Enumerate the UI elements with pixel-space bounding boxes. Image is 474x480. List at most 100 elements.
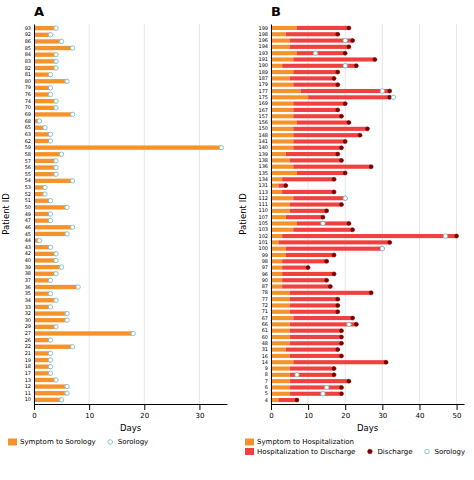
point-series — [295, 38, 448, 396]
y-tick: 85 — [25, 45, 34, 51]
point — [65, 205, 69, 209]
plot-area: 0102030939286858483828180797674706968656… — [25, 24, 228, 420]
y-tick-label: 190 — [258, 62, 268, 68]
y-axis-label: Patient ID — [1, 193, 11, 235]
y-tick-label: 138 — [258, 157, 268, 163]
point — [340, 354, 344, 358]
bar — [271, 171, 297, 175]
bar — [290, 392, 342, 396]
point — [48, 212, 52, 216]
y-tick: 67 — [262, 315, 271, 321]
y-tick-label: 39 — [25, 264, 31, 270]
bar — [271, 196, 293, 200]
bar — [271, 51, 297, 55]
point — [48, 278, 52, 282]
bar — [293, 83, 338, 87]
y-tick: 18 — [25, 363, 34, 369]
point — [369, 291, 373, 295]
x-axis: 0102030 — [32, 404, 227, 420]
bar — [271, 146, 293, 150]
point — [340, 203, 344, 207]
tick-mark — [34, 404, 35, 410]
y-tick: 35 — [25, 290, 34, 296]
y-tick: 55 — [25, 171, 34, 177]
grid-line — [144, 24, 145, 404]
bar — [290, 373, 335, 377]
grid-line — [382, 24, 383, 404]
bar-series — [271, 26, 308, 402]
point — [340, 385, 344, 389]
point — [328, 285, 332, 289]
point — [325, 209, 329, 213]
y-tick: 196 — [258, 37, 271, 43]
y-tick-label: 198 — [258, 31, 268, 37]
bar — [290, 329, 342, 333]
y-tick-label: 36 — [25, 284, 31, 290]
bar — [282, 278, 327, 282]
point — [340, 146, 344, 150]
y-tick-label: 29 — [25, 323, 31, 329]
x-tick: 10 — [85, 404, 94, 420]
y-tick: 98 — [262, 258, 271, 264]
y-tick-label: 175 — [258, 94, 268, 100]
y-tick-label: 44 — [25, 237, 31, 243]
bar — [271, 322, 290, 326]
legend-swatch — [245, 439, 254, 446]
bar — [271, 64, 282, 68]
y-tick: 150 — [258, 125, 271, 131]
legend-label: Sorology — [118, 438, 149, 446]
y-tick-label: 19 — [25, 357, 31, 363]
point — [332, 190, 336, 194]
point — [48, 351, 52, 355]
point — [65, 384, 69, 388]
title: A — [34, 4, 44, 19]
x-tick: 20 — [341, 404, 350, 420]
y-tick-label: 80 — [25, 78, 31, 84]
y-tick-label: 57 — [25, 157, 31, 163]
point — [366, 127, 370, 131]
y-tick: 175 — [258, 94, 271, 100]
bar — [34, 106, 56, 110]
point — [343, 139, 347, 143]
point — [54, 298, 58, 302]
point — [347, 121, 351, 125]
y-tick-label: 33 — [25, 304, 31, 310]
y-tick: 87 — [262, 283, 271, 289]
point — [54, 258, 58, 262]
point — [76, 285, 80, 289]
bar — [34, 159, 56, 163]
point — [347, 221, 351, 225]
y-tick-label: 61 — [262, 327, 268, 333]
bar — [34, 179, 73, 183]
bar — [271, 209, 290, 213]
bar — [271, 379, 290, 383]
point — [54, 165, 58, 169]
y-tick-label: 141 — [258, 138, 268, 144]
y-tick-label: 96 — [262, 271, 268, 277]
y-tick: 157 — [258, 113, 271, 119]
x-tick-label: 40 — [416, 412, 425, 420]
point — [65, 311, 69, 315]
y-tick-label: 179 — [258, 81, 268, 87]
point — [48, 305, 52, 309]
legend-swatch — [8, 439, 17, 446]
x-tick: 0 — [269, 404, 273, 420]
bar — [290, 335, 342, 339]
point — [70, 112, 74, 116]
point — [340, 341, 344, 345]
y-tick-label: 110 — [258, 207, 268, 213]
bar — [271, 240, 278, 244]
bar — [290, 379, 349, 383]
y-tick-label: 140 — [258, 144, 268, 150]
point — [65, 391, 69, 395]
y-tick-label: 52 — [25, 191, 31, 197]
y-tick-label: 77 — [262, 296, 268, 302]
y-tick-label: 42 — [25, 250, 31, 256]
point — [332, 76, 336, 80]
point — [380, 89, 384, 93]
y-tick: 26 — [25, 337, 34, 343]
y-tick-label: 56 — [25, 164, 31, 170]
point — [48, 371, 52, 375]
bar — [34, 265, 62, 269]
bar — [290, 158, 342, 162]
